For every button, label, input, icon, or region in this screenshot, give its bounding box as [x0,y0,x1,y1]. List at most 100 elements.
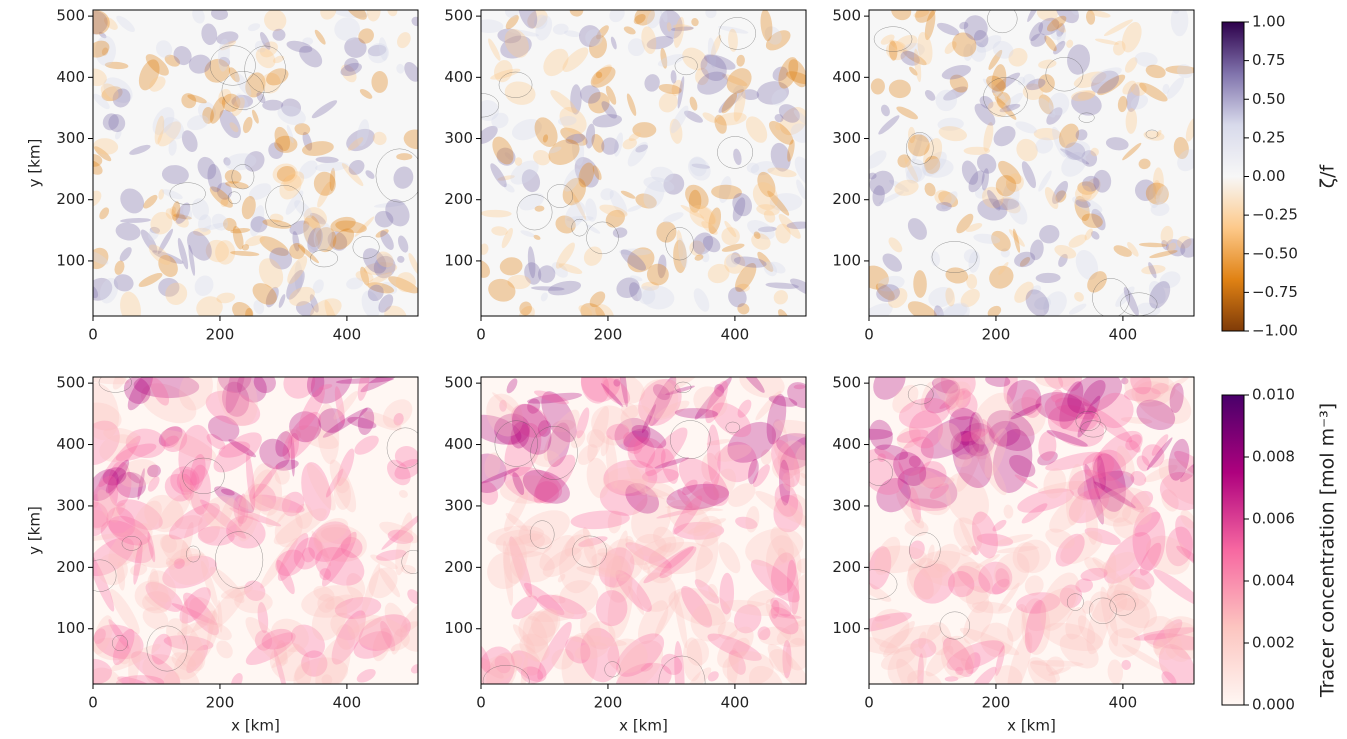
field-feature [793,384,806,390]
field-feature [1030,33,1047,47]
field-feature [119,247,132,262]
contour [182,457,225,494]
field-feature [1121,21,1142,53]
field-feature [219,497,235,528]
field-feature [1026,587,1077,632]
field-feature [626,93,637,116]
axes-frame [480,376,807,685]
field-feature [143,194,158,209]
field-feature [676,230,684,258]
field-feature [334,386,345,425]
field-feature [737,303,750,315]
field-feature [566,215,594,222]
field-feature [976,533,1014,547]
field-feature [1177,235,1192,249]
field-feature [773,494,803,533]
field-feature [551,648,574,670]
field-feature [283,171,305,192]
y-tick-label: 200 [56,190,85,208]
field-feature [1055,10,1079,24]
field-feature [1081,150,1098,167]
contour [530,425,578,480]
contour [669,420,711,460]
field-feature [601,137,619,155]
field-feature [599,204,628,218]
field-feature [299,45,323,68]
field-feature [197,512,220,544]
field-feature [93,250,109,265]
field-feature [1025,289,1050,316]
field-feature [366,10,381,22]
field-feature [302,223,319,251]
field-feature [756,81,790,105]
field-feature [173,558,185,569]
field-feature [346,573,366,600]
field-feature [707,633,762,661]
field-feature [1097,455,1106,490]
field-feature [557,573,566,583]
field-feature [945,267,968,284]
field-feature [221,488,235,496]
field-feature [293,537,323,570]
field-feature [217,600,223,633]
field-feature [1058,253,1068,267]
field-feature [218,441,251,458]
field-feature [687,518,727,534]
field-feature [998,160,1022,185]
field-feature [399,621,418,652]
field-feature [325,594,354,610]
field-feature [157,121,182,147]
field-feature [629,549,651,574]
field-feature [1135,381,1192,425]
field-feature [1176,64,1193,79]
field-feature [1156,129,1162,138]
field-feature [607,574,633,640]
field-feature [372,627,392,662]
field-feature [659,10,668,23]
field-feature [93,377,130,385]
field-feature [274,126,291,151]
field-feature [717,621,738,640]
field-feature [530,286,565,291]
field-feature [533,390,569,405]
field-feature [151,633,172,665]
colorbar [1221,394,1245,706]
field-feature [481,243,489,255]
field-feature [280,429,302,444]
field-feature [961,160,979,185]
field-feature [787,559,800,615]
field-feature [796,558,806,574]
field-feature [656,508,697,519]
field-feature [564,201,586,229]
field-feature [1093,481,1136,509]
field-feature [756,204,780,216]
field-feature [722,651,774,684]
field-feature [1007,632,1033,684]
field-feature [778,57,799,89]
field-feature [314,29,326,45]
field-feature [898,397,950,429]
field-feature [1159,271,1181,289]
field-feature [874,444,909,461]
field-feature [179,587,211,624]
field-feature [492,136,514,165]
field-feature [1067,377,1123,415]
field-feature [1130,94,1149,110]
field-feature [1143,130,1165,141]
field-feature [397,255,405,263]
field-feature [900,50,920,66]
field-feature [294,657,349,684]
field-feature [764,26,782,45]
field-feature [481,480,499,505]
field-feature [605,209,625,228]
field-feature [653,526,677,553]
field-feature [938,191,959,208]
field-feature [606,423,630,441]
field-feature [1038,480,1088,494]
field-feature [115,129,122,140]
field-feature [1097,471,1145,513]
field-feature [641,468,680,484]
field-feature [586,621,616,650]
field [869,377,1194,684]
field-feature [874,536,901,576]
